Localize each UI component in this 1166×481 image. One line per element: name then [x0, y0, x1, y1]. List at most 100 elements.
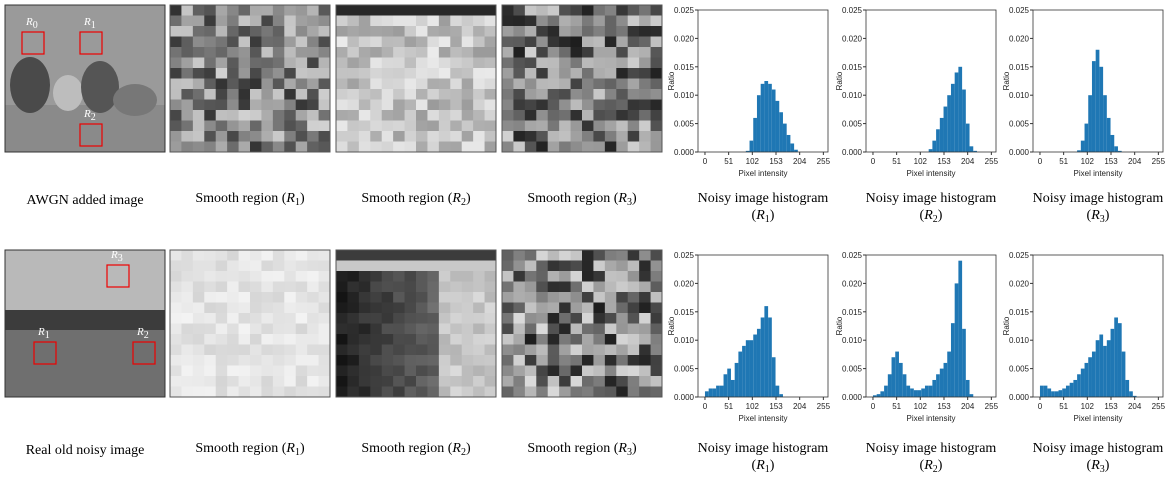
patch-pixel	[318, 99, 331, 111]
patch-pixel	[416, 313, 428, 324]
patch-pixel	[295, 323, 308, 335]
x-tick-label: 153	[937, 157, 951, 166]
patch-pixel	[307, 355, 320, 366]
patch-pixel	[547, 302, 560, 314]
patch-pixel	[627, 89, 640, 100]
patch-pixel	[639, 68, 652, 79]
image-border	[4, 249, 166, 398]
patch-pixel	[215, 36, 228, 48]
patch-pixel	[284, 89, 297, 100]
patch-pixel	[370, 260, 383, 272]
patch-pixel	[559, 120, 572, 132]
patch-pixel	[484, 334, 497, 345]
patch-pixel	[381, 344, 394, 356]
region-var: R	[84, 16, 91, 28]
region-label: R1	[38, 326, 50, 341]
patch-pixel	[639, 57, 652, 69]
y-tick-label: 0.005	[842, 365, 863, 374]
patch-pixel	[295, 120, 308, 132]
patch-pixel	[416, 365, 428, 377]
patch-pixel	[616, 68, 629, 79]
patch-pixel	[547, 5, 560, 16]
patch-pixel	[404, 313, 417, 324]
bar	[891, 357, 896, 397]
patch-pixel	[570, 15, 583, 27]
patch-pixel	[181, 271, 194, 282]
patch-pixel	[484, 141, 497, 153]
patch-pixel	[461, 110, 474, 121]
patch-pixel	[450, 68, 463, 79]
patch-pixel	[250, 365, 262, 377]
patch-pixel	[295, 344, 308, 356]
patch-pixel	[204, 271, 217, 282]
region-var: R	[84, 108, 91, 120]
patch-pixel	[536, 47, 549, 58]
patch-pixel	[192, 120, 205, 132]
patch-pixel	[524, 78, 537, 90]
patch-pixel	[284, 131, 297, 142]
patch-pixel	[272, 57, 285, 69]
x-tick-label: 0	[703, 157, 708, 166]
patch-pixel	[250, 281, 262, 293]
patch-pixel	[536, 302, 549, 314]
patch-pixel	[181, 292, 194, 303]
bar	[880, 391, 885, 397]
bar	[749, 340, 754, 397]
patch-pixel	[502, 99, 514, 111]
panel-caption: Smooth region (R1)	[175, 440, 325, 458]
patch-pixel	[347, 131, 360, 142]
patch-pixel	[250, 57, 262, 69]
patch-pixel	[318, 57, 331, 69]
patch-pixel	[473, 344, 486, 356]
caption-sub: 2	[460, 197, 466, 208]
patch-pixel	[536, 15, 549, 27]
patch-pixel	[192, 334, 205, 345]
patch-pixel	[261, 57, 274, 69]
patch-pixel	[639, 323, 652, 335]
patch-pixel	[358, 131, 371, 142]
patch-pixel	[404, 355, 417, 366]
patch-pixel	[192, 376, 205, 387]
patch-pixel	[559, 313, 572, 324]
caption-text: )	[299, 191, 305, 206]
patch-pixel	[559, 386, 572, 398]
patch-pixel	[261, 344, 274, 356]
patch-pixel	[427, 15, 440, 27]
caption-text: Smooth region (	[195, 441, 287, 456]
patch-pixel	[284, 99, 297, 111]
caption-sub: 3	[626, 447, 632, 458]
patch-pixel	[227, 47, 240, 58]
patch-pixel	[524, 26, 537, 37]
patch-pixel	[427, 47, 440, 58]
patch-pixel	[502, 57, 514, 69]
patch-pixel	[616, 260, 629, 272]
patch-pixel	[238, 36, 251, 48]
patch-pixel	[593, 323, 606, 335]
patch-pixel	[404, 15, 417, 27]
x-tick-label: 255	[817, 157, 831, 166]
patch-pixel	[307, 15, 320, 27]
patch-pixel	[450, 302, 463, 314]
patch-pixel	[639, 334, 652, 345]
patch-pixel	[215, 334, 228, 345]
patch-pixel	[484, 131, 497, 142]
patch-pixel	[215, 141, 228, 153]
patch-pixel	[604, 344, 617, 356]
patch-pixel	[250, 323, 262, 335]
patch-pixel	[295, 131, 308, 142]
caption-var: R	[924, 208, 933, 223]
patch-pixel	[416, 260, 428, 272]
patch-pixel	[284, 26, 297, 37]
patch-pixel	[170, 250, 182, 261]
bar	[1091, 351, 1096, 397]
bar	[924, 385, 929, 397]
patch-pixel	[404, 110, 417, 121]
patch-pixel	[461, 57, 474, 69]
patch-pixel	[215, 99, 228, 111]
patch-pixel	[307, 323, 320, 335]
patch-pixel	[582, 260, 594, 272]
patch-pixel	[484, 15, 497, 27]
patch-pixel	[627, 5, 640, 16]
region-label: R1	[84, 16, 96, 31]
caption-text: )	[937, 208, 943, 223]
